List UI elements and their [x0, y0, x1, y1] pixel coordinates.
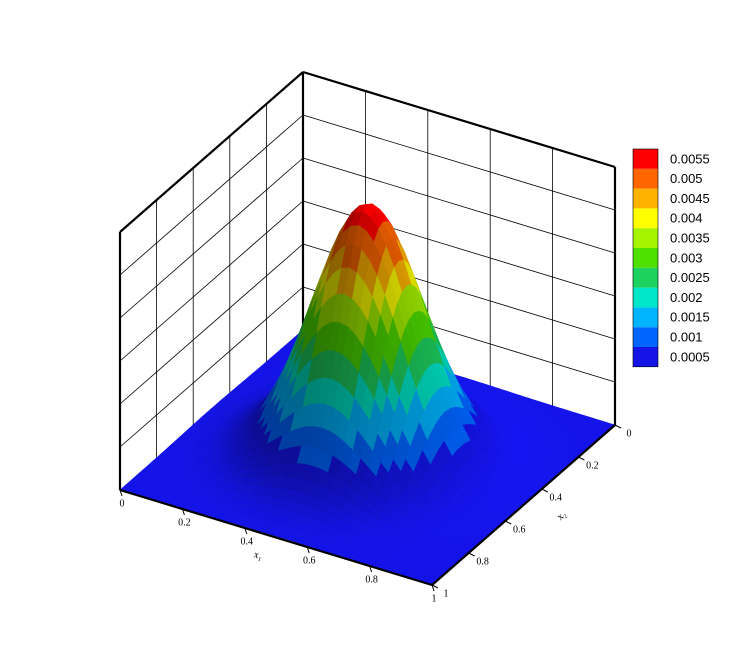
y-tick-label: 0.8	[476, 556, 489, 567]
wall-grid	[119, 286, 304, 448]
legend-label: 0.0055	[670, 151, 710, 166]
box-edge	[431, 424, 616, 586]
legend-swatch	[633, 149, 658, 169]
x-axis-label: x₁	[252, 549, 263, 562]
legend-label: 0.0035	[670, 231, 710, 246]
legend-swatch	[633, 267, 658, 288]
legend-label: 0.0005	[670, 349, 710, 364]
wall-grid	[119, 200, 304, 362]
legend-label: 0.003	[670, 250, 703, 265]
tick-mark	[181, 508, 185, 516]
x-tick-label: 0.6	[303, 555, 316, 566]
legend-swatch	[633, 228, 658, 248]
tick-mark	[306, 546, 310, 554]
tick-mark	[431, 584, 439, 589]
front-axes: 0 0.2 0.4 0.6 0.8 1 0 0.2 0.4 0.6 0.8 1	[119, 424, 632, 604]
legend: 0.0005 0.001 0.0015 0.002 0.0025 0.003 0.0035 0…	[632, 148, 710, 368]
legend-label: 0.004	[670, 211, 703, 226]
legend-label: 0.0045	[670, 191, 710, 206]
x-tick-label: 0	[120, 498, 125, 509]
x-tick-label: 0.2	[178, 517, 191, 528]
legend-swatch	[633, 188, 658, 209]
wall-grid	[119, 114, 304, 276]
wall-grid	[302, 114, 616, 211]
legend-label: 0.005	[670, 171, 703, 186]
tick-mark	[614, 424, 622, 429]
y-tick-label: 0.2	[586, 460, 599, 471]
y-tick-label: 0.4	[550, 492, 563, 503]
legend-label: 0.001	[670, 330, 703, 345]
tick-mark	[369, 565, 373, 573]
tick-mark	[244, 527, 248, 535]
tick-mark	[468, 552, 475, 557]
wall-grid	[119, 243, 304, 405]
y-tick-label: 0	[627, 428, 632, 439]
legend-frame	[632, 148, 659, 368]
x-tick-label: 1	[432, 593, 437, 604]
box-edge	[302, 70, 616, 169]
tick-mark	[504, 520, 512, 525]
tick-mark	[431, 584, 435, 592]
surface	[119, 203, 616, 586]
box-edge	[119, 488, 433, 587]
y-tick-label: 0.6	[513, 524, 526, 535]
legend-swatch	[633, 347, 658, 367]
legend-label: 0.0025	[670, 270, 710, 285]
y-tick-label: 1	[444, 588, 449, 599]
legend-swatch	[633, 327, 658, 347]
box-edge	[119, 71, 304, 233]
legend-swatch	[633, 168, 658, 189]
legend-label: 0.0015	[670, 310, 710, 325]
wall-grid	[302, 157, 616, 254]
tick-mark	[541, 488, 549, 493]
x-tick-label: 0.8	[365, 574, 378, 585]
legend-swatch	[633, 287, 658, 308]
legend-label: 0.002	[670, 290, 703, 305]
wall-grid	[119, 157, 304, 319]
legend-swatch	[633, 307, 658, 328]
x-tick-label: 0.4	[241, 536, 254, 547]
tick-mark	[119, 489, 123, 497]
legend-swatch	[633, 248, 658, 268]
legend-swatch	[633, 208, 658, 229]
y-axis-label: x₂	[555, 509, 569, 523]
tick-mark	[578, 456, 585, 461]
